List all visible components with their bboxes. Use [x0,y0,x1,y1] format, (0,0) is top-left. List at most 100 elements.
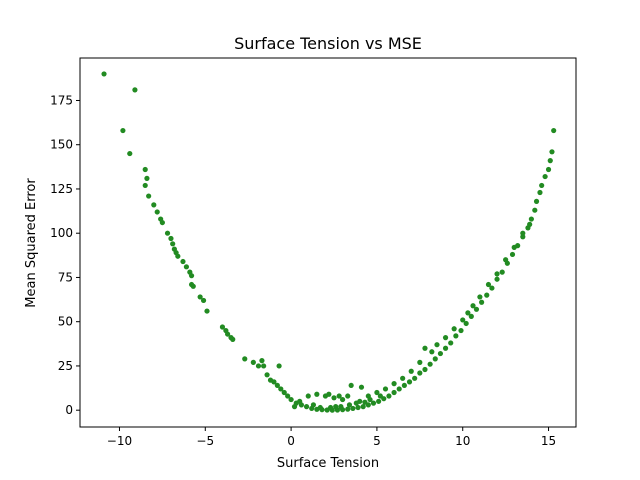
y-tick-label: 50 [58,315,73,329]
data-point [417,370,423,376]
plot-frame [79,57,577,428]
y-tick-label: 150 [50,138,73,152]
data-point [339,396,346,403]
data-point [264,372,270,378]
data-point [374,389,380,396]
data-point [259,358,265,364]
data-point [494,276,500,282]
data-point [412,375,418,381]
data-point [291,404,298,410]
data-point [348,382,354,389]
data-point [465,310,471,316]
data-point [417,359,423,365]
data-point [494,271,500,277]
data-point [346,402,353,408]
data-point [432,356,438,362]
data-point [281,389,287,396]
data-point [489,285,495,291]
data-point [353,400,359,406]
data-point [376,398,382,404]
x-tick-label: 15 [541,434,556,448]
data-point [533,198,540,204]
data-point [448,340,454,346]
data-point [386,393,392,399]
data-point [159,219,165,226]
data-point [144,175,150,181]
x-axis-ticks: −10 −5 0 5 10 15 [107,427,556,448]
data-point [499,269,505,275]
data-point [358,384,365,390]
data-point [434,342,440,348]
chart-title: Surface Tension vs MSE [234,34,422,53]
data-point [219,324,226,330]
x-tick-label: −10 [107,434,132,448]
data-point [310,402,317,408]
data-point [532,207,538,213]
data-point [473,306,480,312]
data-point [391,389,397,396]
data-point [545,166,552,173]
data-point [303,404,310,410]
data-point [276,363,282,369]
x-tick-label: 5 [373,434,381,448]
data-point [396,386,402,392]
data-point [230,336,236,342]
y-tick-label: 0 [65,403,73,417]
data-point [190,283,196,289]
y-tick-label: 25 [58,359,73,373]
data-point [326,391,332,397]
data-point [151,202,157,208]
data-point [101,71,107,77]
data-point [333,404,339,410]
data-point [142,182,148,189]
data-point [429,349,435,355]
data-point [362,399,368,405]
data-point [154,209,160,215]
data-point [537,189,543,196]
data-point [463,320,469,327]
y-tick-label: 125 [50,182,73,196]
data-point [470,303,476,309]
data-point [271,379,277,385]
data-point [314,391,320,397]
y-tick-label: 100 [50,226,73,240]
data-point [250,359,256,365]
data-point [391,381,397,387]
data-point [377,393,383,399]
data-point [451,326,457,332]
data-point [188,273,195,279]
data-point [132,87,138,93]
data-point [164,230,171,236]
data-point [297,398,303,404]
data-point [142,166,148,173]
data-point [382,386,389,392]
data-point [345,393,351,399]
plot-area [80,58,576,427]
data-point [285,393,291,399]
data-point [551,127,557,134]
data-point [336,393,342,399]
data-point [360,404,366,410]
data-point [460,317,466,323]
data-point [338,404,344,410]
data-point [197,294,203,300]
data-point [408,368,414,374]
data-point [261,363,267,369]
x-axis-label: Surface Tension [277,456,379,471]
data-point [274,382,280,389]
data-point [120,127,126,134]
data-point [146,193,152,199]
data-point [355,404,361,411]
y-axis-ticks: 0 25 50 75 100 125 150 175 [50,93,80,417]
data-point [549,149,555,155]
y-tick-label: 75 [58,270,73,284]
data-point [458,327,464,334]
data-point [345,406,351,412]
data-point [305,393,311,399]
data-point [180,258,186,265]
data-point [175,253,181,259]
data-point [547,158,553,164]
data-point [183,264,190,270]
data-point [528,216,534,222]
